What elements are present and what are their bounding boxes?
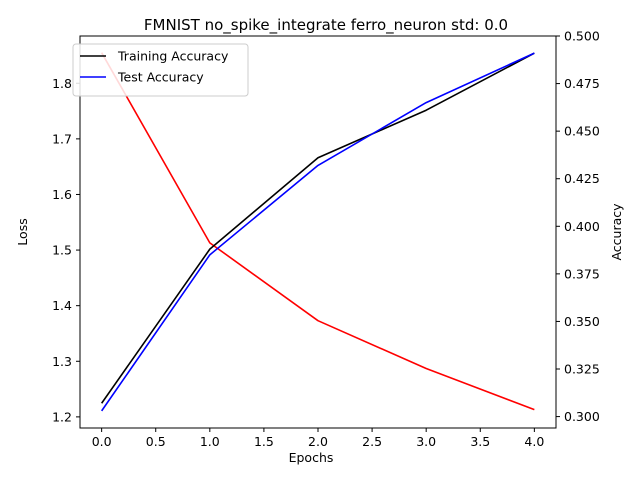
x-tick-label: 0.0 [92, 434, 112, 449]
right-y-tick-label: 0.475 [564, 76, 600, 91]
x-tick-label: 3.5 [470, 434, 490, 449]
x-tick-label: 1.0 [200, 434, 220, 449]
right-y-tick-label: 0.400 [564, 219, 600, 234]
chart-title: FMNIST no_spike_integrate ferro_neuron s… [144, 16, 508, 35]
legend-label: Training Accuracy [117, 49, 229, 64]
left-y-tick-label: 1.8 [52, 76, 72, 91]
x-tick-label: 2.0 [308, 434, 328, 449]
right-y-tick-label: 0.450 [564, 124, 600, 139]
left-y-tick-label: 1.3 [52, 354, 72, 369]
left-y-tick-label: 1.5 [52, 243, 72, 258]
x-tick-label: 2.5 [362, 434, 382, 449]
legend-label: Test Accuracy [117, 70, 204, 85]
right-y-tick-label: 0.375 [564, 266, 600, 281]
right-y-tick-label: 0.425 [564, 171, 600, 186]
right-y-tick-label: 0.325 [564, 362, 600, 377]
x-tick-label: 1.5 [254, 434, 274, 449]
x-tick-label: 0.5 [146, 434, 166, 449]
left-y-axis-title: Loss [15, 218, 30, 245]
left-y-tick-label: 1.4 [52, 298, 72, 313]
left-y-tick-label: 1.6 [52, 187, 72, 202]
test-accuracy-line [100, 52, 535, 412]
loss-line [100, 52, 535, 411]
legend-box [72, 43, 249, 97]
right-y-axis-title: Accuracy [609, 203, 624, 261]
right-y-tick-label: 0.350 [564, 314, 600, 329]
x-axis-title: Epochs [289, 450, 334, 465]
x-tick-label: 3.0 [416, 434, 436, 449]
legend: Training Accuracy Test Accuracy [72, 43, 249, 97]
left-y-tick-label: 1.7 [52, 131, 72, 146]
right-y-tick-label: 0.500 [564, 29, 600, 44]
left-y-tick-label: 1.2 [52, 409, 72, 424]
plot-area: 0.0 0.5 1.0 1.5 2.0 2.5 3.0 3.5 4.0 1.2 1.3 1.4 1.5 1… [52, 29, 600, 450]
x-tick-label: 4.0 [524, 434, 544, 449]
training-accuracy-line [100, 52, 535, 404]
right-y-tick-label: 0.300 [564, 409, 600, 424]
